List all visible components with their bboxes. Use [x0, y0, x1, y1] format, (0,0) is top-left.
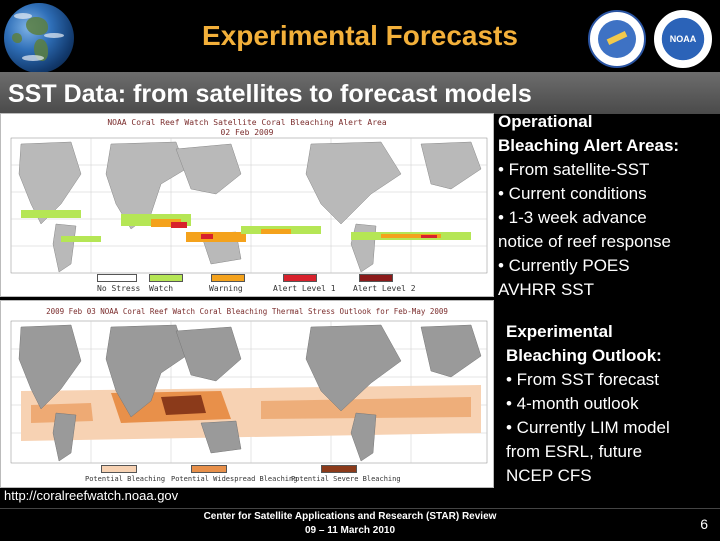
outlook-panel-line: from ESRL, future [506, 442, 643, 461]
subtitle-bar [0, 72, 720, 114]
legend-label: Potential Widespread Bleaching [171, 475, 298, 483]
outlook-panel-heading-2: Bleaching Outlook: [506, 346, 662, 365]
earth-globe-icon [4, 3, 74, 73]
alert-panel-line: • From satellite-SST [498, 160, 650, 179]
legend-label: Watch [149, 284, 174, 293]
alert-panel-heading-2: Bleaching Alert Areas: [498, 136, 680, 155]
outlook-panel-line: • 4-month outlook [506, 394, 639, 413]
footer-line-2: 09 – 11 March 2010 [304, 525, 396, 536]
outlook-panel-line: • Currently LIM model [506, 418, 670, 437]
legend-label: Potential Severe Bleaching [291, 475, 401, 483]
legend-label: No Stress [97, 284, 141, 293]
outlook-panel: Experimental Bleaching Outlook: • From S… [506, 320, 670, 488]
legend-swatch-alert-2 [359, 274, 393, 282]
alert-panel-heading-1: Operational [498, 112, 593, 131]
outlook-panel-line: • From SST forecast [506, 370, 660, 389]
source-url: http://coralreefwatch.noaa.gov [4, 488, 179, 503]
legend-label: Alert Level 1 [273, 284, 336, 293]
footer-bar [0, 508, 720, 541]
legend-label: Alert Level 2 [353, 284, 416, 293]
legend-swatch-warning [211, 274, 245, 282]
bleaching-outlook-map: 2009 Feb 03 NOAA Coral Reef Watch Coral … [0, 300, 494, 488]
legend-swatch-no-stress [97, 274, 137, 282]
noaa-logo-icon: NOAA [654, 10, 712, 68]
legend-label: Warning [209, 284, 243, 293]
page-subtitle: SST Data: from satellites to forecast mo… [8, 80, 532, 108]
legend-swatch-watch [149, 274, 183, 282]
outlook-map-title: 2009 Feb 03 NOAA Coral Reef Watch Coral … [46, 307, 448, 316]
alert-panel-line: • Current conditions [498, 184, 647, 203]
outlook-map-graphic [10, 320, 488, 464]
footer-line-1: Center for Satellite Applications and Re… [203, 511, 497, 522]
legend-swatch-widespread [191, 465, 227, 473]
nasa-seal-icon [588, 10, 646, 68]
alert-panel-line: • Currently POES [498, 256, 630, 275]
alert-panel-line: • 1-3 week advance [498, 208, 647, 227]
alert-map-date: 02 Feb 2009 [220, 128, 274, 137]
legend-swatch-alert-1 [283, 274, 317, 282]
legend-swatch-severe [321, 465, 357, 473]
page-number: 6 [700, 516, 708, 532]
page-title: Experimental Forecasts [202, 20, 518, 51]
legend-swatch-potential [101, 465, 137, 473]
noaa-logo-text: NOAA [669, 34, 697, 44]
alert-panel-line: notice of reef response [498, 232, 671, 251]
outlook-panel-heading-1: Experimental [506, 322, 613, 341]
alert-panel: Operational Bleaching Alert Areas: • Fro… [498, 110, 679, 302]
alert-panel-line: AVHRR SST [498, 280, 595, 299]
alert-map-title: NOAA Coral Reef Watch Satellite Coral Bl… [107, 118, 387, 127]
legend-label: Potential Bleaching [85, 475, 166, 483]
outlook-panel-line: NCEP CFS [506, 466, 592, 485]
footer-center-text: Center for Satellite Applications and Re… [180, 510, 520, 538]
alert-map-graphic [10, 137, 488, 274]
bleaching-alert-map: NOAA Coral Reef Watch Satellite Coral Bl… [0, 113, 494, 297]
